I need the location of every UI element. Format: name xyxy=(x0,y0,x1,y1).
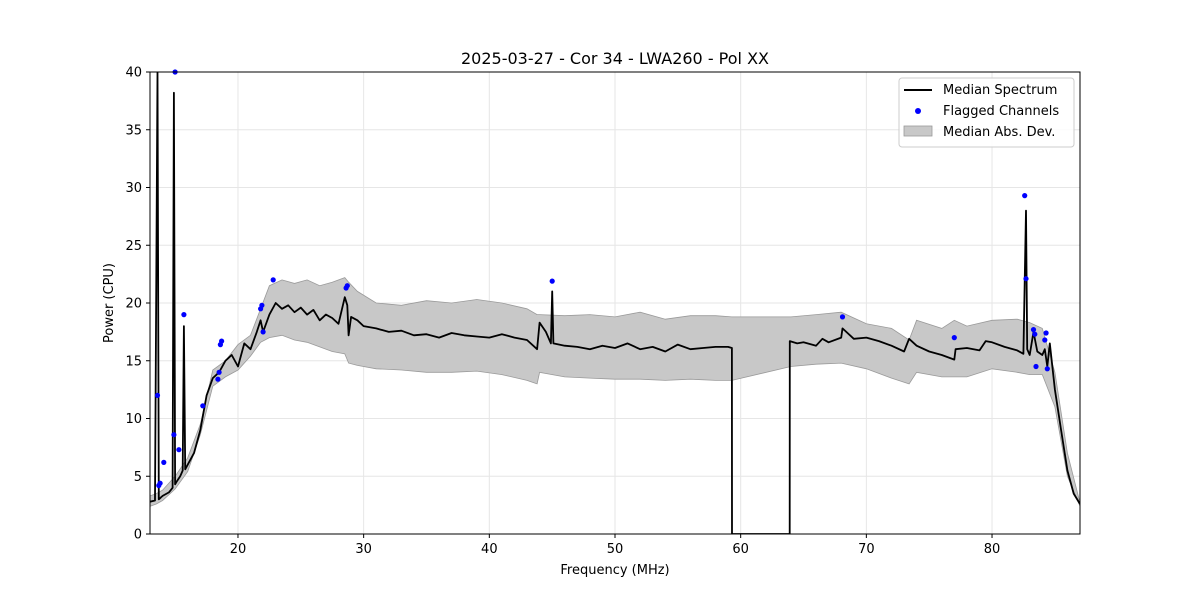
flagged-channel-point xyxy=(1023,276,1029,282)
flagged-channel-point xyxy=(839,314,846,320)
flagged-channel-point xyxy=(270,277,276,283)
flagged-channel-point xyxy=(200,403,206,409)
flagged-channel-point xyxy=(259,302,265,308)
y-tick-label: 20 xyxy=(125,297,142,312)
flagged-channel-point xyxy=(215,376,221,382)
legend-label-median-abs-dev: Median Abs. Dev. xyxy=(943,125,1055,140)
legend-box xyxy=(898,77,1075,148)
flagged-channel-point xyxy=(1044,366,1050,372)
legend-swatch-median-abs-dev xyxy=(903,125,933,137)
legend: Median Spectrum Flagged Channels Median … xyxy=(898,77,1075,148)
flagged-channel-point xyxy=(176,447,182,453)
flagged-channel-point xyxy=(157,480,163,486)
flagged-channel-point xyxy=(1043,330,1049,336)
flagged-channel-point xyxy=(219,338,225,344)
mad-band xyxy=(150,277,1080,507)
y-tick-label: 40 xyxy=(125,66,142,81)
flagged-channel-point xyxy=(344,283,350,289)
flagged-channel-point xyxy=(181,312,187,318)
y-tick-label: 15 xyxy=(125,354,142,369)
chart-title: 2025-03-27 - Cor 34 - LWA260 - Pol XX xyxy=(461,49,769,68)
x-tick-label: 20 xyxy=(230,542,247,557)
flagged-channel-point xyxy=(1033,363,1039,370)
x-tick-label: 50 xyxy=(607,542,624,557)
flagged-channel-point xyxy=(549,278,555,284)
y-tick-label: 25 xyxy=(125,239,142,254)
y-tick-label: 35 xyxy=(125,123,142,138)
y-tick-label: 10 xyxy=(125,412,142,427)
median-spectrum-line xyxy=(150,72,1080,534)
x-axis-label: Frequency (MHz) xyxy=(560,563,669,578)
x-tick-label: 40 xyxy=(481,542,498,557)
flagged-channel-point xyxy=(154,392,161,398)
axis-ticks: 20 30 40 50 60 70 80 0 5 10 15 20 25 30 35 40 xyxy=(125,66,1000,558)
flagged-channel-point xyxy=(260,329,266,335)
x-tick-label: 80 xyxy=(984,542,1001,557)
x-tick-label: 70 xyxy=(858,542,875,557)
y-tick-label: 0 xyxy=(134,528,142,543)
flagged-points-layer xyxy=(154,69,1050,489)
y-tick-label: 30 xyxy=(125,181,142,196)
y-tick-label: 5 xyxy=(134,470,142,485)
flagged-channel-point xyxy=(171,432,177,438)
flagged-channel-point xyxy=(216,369,222,375)
flagged-channel-point xyxy=(1032,331,1038,337)
x-tick-label: 60 xyxy=(732,542,749,557)
median-line-layer xyxy=(150,72,1080,534)
y-axis-label: Power (CPU) xyxy=(102,263,117,343)
flagged-channel-point xyxy=(161,459,167,465)
mad-band-layer xyxy=(150,277,1080,507)
flagged-channel-point xyxy=(1030,327,1037,333)
legend-label-flagged-channels: Flagged Channels xyxy=(943,104,1059,119)
legend-label-median-spectrum: Median Spectrum xyxy=(943,83,1057,98)
flagged-channel-point xyxy=(951,335,957,341)
x-tick-label: 30 xyxy=(355,542,372,557)
flagged-channel-point xyxy=(1042,337,1048,343)
flagged-channel-point xyxy=(1022,193,1028,199)
legend-swatch-flagged-channels xyxy=(915,108,921,114)
